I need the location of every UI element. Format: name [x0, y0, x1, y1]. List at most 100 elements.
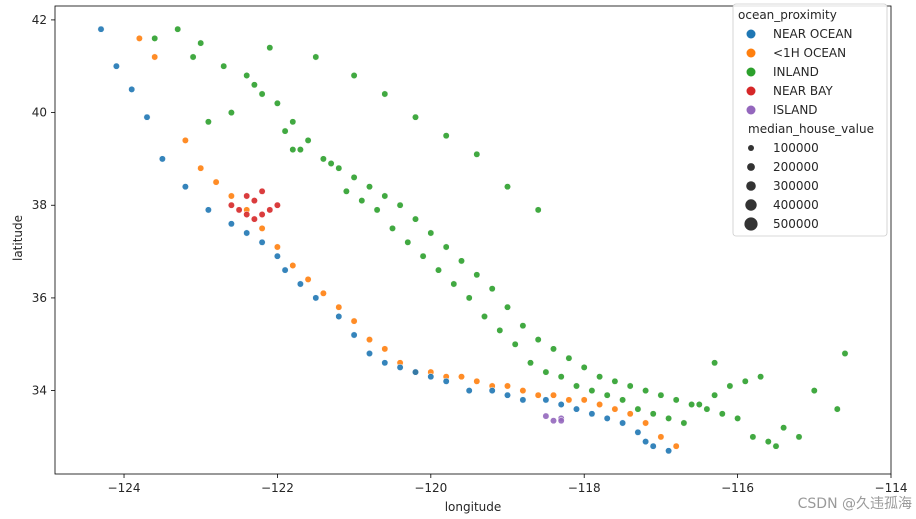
legend-label: <1H OCEAN	[773, 46, 846, 60]
x-tick-label: −118	[568, 481, 601, 495]
data-point	[557, 417, 565, 425]
data-point	[220, 62, 228, 70]
data-point	[588, 410, 596, 418]
data-point	[358, 197, 366, 205]
y-tick-label: 36	[32, 291, 47, 305]
data-point	[174, 25, 182, 33]
data-point	[504, 382, 511, 390]
data-point	[442, 243, 450, 251]
data-point	[389, 224, 396, 232]
x-tick-label: −124	[108, 481, 141, 495]
data-point	[734, 414, 742, 422]
data-point	[695, 401, 703, 408]
data-point	[596, 401, 604, 408]
legend-size-marker	[748, 145, 754, 151]
data-point	[342, 187, 350, 195]
plot-frame	[54, 5, 892, 475]
data-point	[772, 442, 780, 450]
data-point	[557, 401, 565, 408]
data-point	[573, 382, 580, 390]
data-point	[204, 206, 212, 214]
legend-box	[732, 3, 888, 237]
data-point	[304, 275, 312, 283]
data-point	[726, 382, 734, 390]
data-point	[350, 72, 358, 79]
legend-size-marker	[745, 199, 757, 211]
data-point	[289, 262, 297, 269]
data-point	[527, 359, 534, 367]
data-point	[672, 396, 680, 404]
y-tick-label: 34	[32, 384, 47, 398]
data-point	[542, 396, 550, 404]
data-point	[243, 72, 251, 79]
data-point	[258, 238, 266, 246]
data-point	[657, 433, 665, 441]
data-point	[319, 155, 327, 163]
data-point	[289, 146, 297, 154]
data-point	[396, 201, 404, 209]
legend-label: NEAR BAY	[773, 84, 833, 98]
data-point	[366, 183, 373, 191]
data-point	[580, 396, 588, 404]
data-point	[626, 382, 634, 390]
data-point	[419, 252, 427, 260]
data-point	[780, 424, 788, 432]
data-point	[296, 280, 304, 288]
data-point	[841, 350, 849, 357]
data-point	[181, 136, 189, 144]
data-point	[504, 183, 511, 191]
data-point	[665, 447, 673, 455]
data-point	[266, 206, 274, 214]
data-point	[649, 442, 657, 450]
data-point	[542, 412, 550, 420]
data-point	[580, 363, 588, 371]
data-point	[227, 220, 235, 228]
data-point	[565, 354, 573, 362]
x-axis-ticks: −124 −122 −120 −118 −116 −114	[108, 474, 907, 495]
legend-size-label: 400000	[773, 198, 819, 212]
data-point	[749, 433, 757, 441]
data-point	[810, 387, 818, 395]
data-point	[396, 363, 404, 371]
data-point	[534, 336, 542, 344]
data-point	[657, 391, 665, 399]
data-point	[504, 303, 511, 311]
data-point	[680, 419, 688, 427]
data-point	[250, 197, 258, 205]
data-point	[603, 414, 611, 422]
legend-size-label: 200000	[773, 160, 819, 174]
legend-size-title: median_house_value	[748, 122, 874, 136]
data-point	[642, 419, 650, 427]
data-point	[335, 313, 343, 320]
data-point	[350, 331, 358, 339]
data-point	[634, 405, 642, 413]
data-point	[511, 340, 519, 348]
data-point	[442, 377, 450, 385]
legend-marker	[746, 29, 756, 39]
y-axis-ticks: 34 36 38 40 42	[32, 13, 55, 398]
data-point	[273, 252, 281, 260]
data-point	[603, 391, 611, 399]
data-point	[281, 127, 289, 135]
data-point	[143, 113, 151, 121]
data-point	[258, 211, 266, 218]
data-point	[504, 391, 511, 399]
data-point	[427, 229, 435, 237]
data-point	[573, 405, 580, 413]
legend-label: INLAND	[773, 65, 819, 79]
x-tick-label: −120	[414, 481, 447, 495]
x-tick-label: −122	[261, 481, 294, 495]
data-point	[688, 401, 696, 408]
data-point	[626, 410, 634, 418]
data-point	[373, 206, 381, 214]
data-point	[642, 387, 650, 395]
data-point	[412, 113, 419, 121]
data-point	[197, 164, 205, 172]
data-point	[227, 192, 235, 200]
data-point	[366, 350, 373, 357]
data-point	[243, 229, 251, 237]
data-point	[465, 294, 473, 302]
data-point	[488, 387, 496, 395]
data-point	[458, 257, 465, 265]
